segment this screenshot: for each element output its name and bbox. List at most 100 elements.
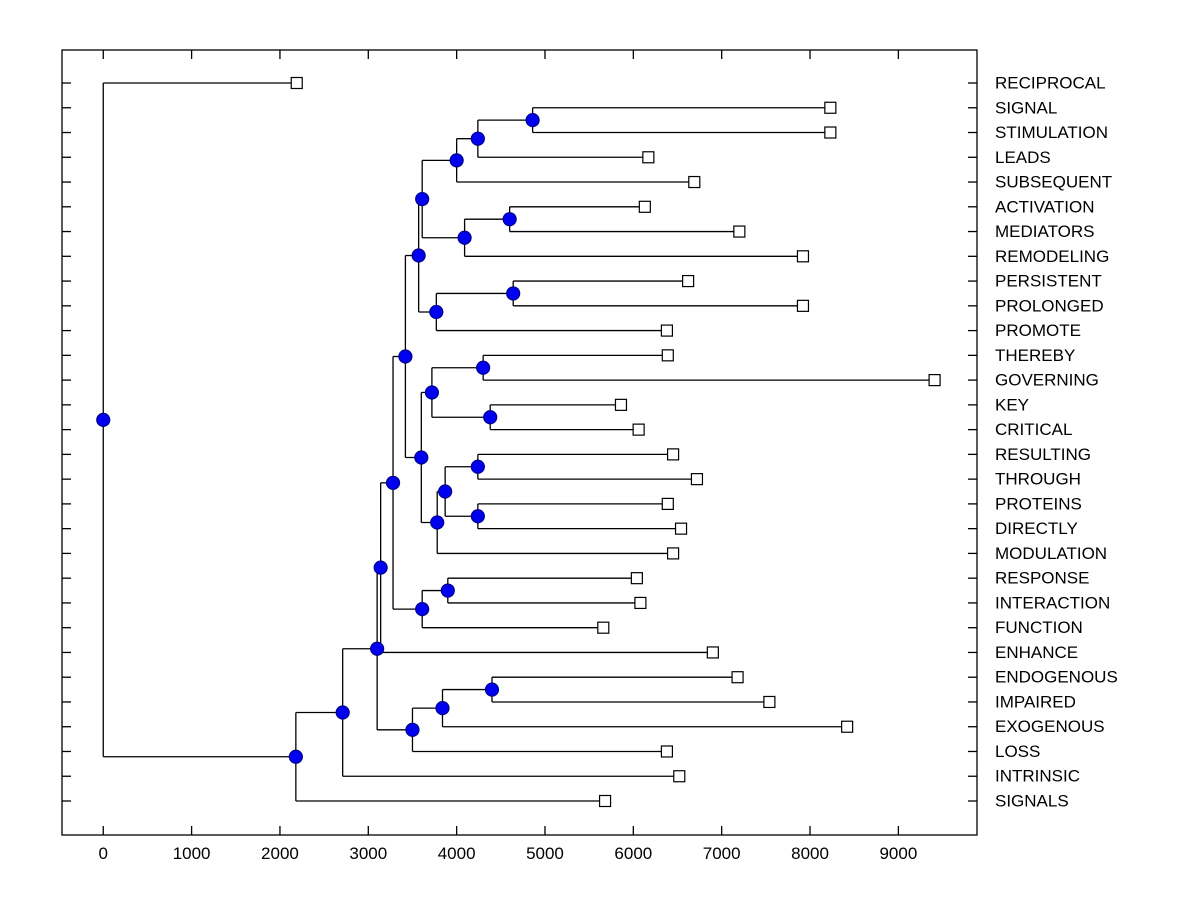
cluster-node-marker — [449, 153, 464, 168]
leaf-label: STIMULATION — [995, 123, 1108, 142]
leaf-label: DIRECTLY — [995, 519, 1078, 538]
leaf-square-marker — [614, 398, 628, 411]
cluster-node-marker — [438, 484, 453, 499]
cluster-node-marker — [414, 450, 429, 465]
leaf-label: LOSS — [995, 742, 1040, 761]
cluster-node-marker — [476, 360, 491, 375]
leaf-label: RESPONSE — [995, 569, 1089, 588]
leaf-square-marker — [660, 745, 674, 758]
x-axis-tick-label: 2000 — [261, 844, 299, 863]
leaf-square-marker — [634, 596, 647, 610]
cluster-node-marker — [502, 212, 517, 227]
leaf-label: PERSISTENT — [995, 272, 1102, 291]
x-axis-tick-label: 5000 — [526, 844, 564, 863]
cluster-node-marker — [457, 230, 472, 245]
cluster-node-marker — [373, 560, 388, 575]
leaf-square-marker — [841, 720, 854, 733]
cluster-node-marker — [470, 131, 485, 146]
leaf-square-marker — [682, 274, 695, 288]
leaf-label: GOVERNING — [995, 371, 1099, 390]
x-axis-tick-label: 3000 — [349, 844, 387, 863]
leaf-label: LEADS — [995, 148, 1051, 167]
leaf-label: PROTEINS — [995, 494, 1082, 513]
leaf-square-marker — [688, 175, 701, 189]
cluster-node-marker — [470, 509, 485, 524]
cluster-node-marker — [424, 385, 440, 400]
x-axis-tick-label: 6000 — [614, 844, 652, 863]
leaf-label: RECIPROCAL — [995, 74, 1106, 93]
cluster-node-marker — [483, 410, 498, 425]
cluster-node-marker — [525, 113, 540, 128]
leaf-square-marker — [796, 299, 810, 312]
leaf-label: EXOGENOUS — [995, 717, 1105, 736]
x-axis-tick-label: 7000 — [703, 844, 741, 863]
leaf-label: SIGNALS — [995, 792, 1069, 811]
cluster-node-marker — [430, 515, 445, 530]
leaf-square-marker — [638, 200, 651, 213]
cluster-node-marker — [415, 191, 430, 207]
leaf-label: THEREBY — [995, 346, 1075, 365]
leaf-square-marker — [666, 448, 680, 461]
cluster-node-marker — [288, 749, 303, 764]
x-axis-tick-label: 9000 — [879, 844, 917, 863]
x-axis-tick-label: 0 — [99, 844, 108, 863]
leaf-square-marker — [673, 770, 686, 783]
leaf-label: SUBSEQUENT — [995, 173, 1112, 192]
cluster-node-marker — [96, 412, 111, 427]
cluster-node-marker — [440, 583, 455, 598]
leaf-label: PROLONGED — [995, 296, 1104, 315]
leaf-square-marker — [824, 126, 837, 139]
leaf-square-marker — [598, 794, 612, 808]
leaf-square-marker — [666, 547, 680, 560]
leaf-label: MODULATION — [995, 544, 1107, 563]
leaf-square-marker — [660, 324, 674, 337]
leaf-square-marker — [824, 101, 837, 114]
leaf-label: MEDIATORS — [995, 222, 1095, 241]
cluster-node-marker — [405, 722, 420, 737]
leaf-label: CRITICAL — [995, 420, 1072, 439]
x-axis-tick-label: 4000 — [438, 844, 476, 863]
leaf-label: SIGNAL — [995, 98, 1057, 117]
leaf-label: INTERACTION — [995, 593, 1110, 612]
leaf-label: THROUGH — [995, 470, 1081, 489]
leaf-square-marker — [796, 250, 810, 263]
leaf-square-marker — [763, 695, 776, 709]
leaf-square-marker — [733, 225, 746, 238]
leaf-label: RESULTING — [995, 445, 1091, 464]
leaf-label: KEY — [995, 395, 1029, 414]
leaf-square-marker — [597, 621, 610, 634]
leaf-square-marker — [632, 423, 645, 436]
leaf-square-marker — [674, 522, 688, 535]
leaf-label: ENHANCE — [995, 643, 1078, 662]
cluster-node-marker — [335, 705, 350, 720]
leaf-label: REMODELING — [995, 247, 1109, 266]
x-axis-tick-label: 1000 — [173, 844, 211, 863]
leaf-square-marker — [290, 76, 303, 90]
leaf-square-marker — [630, 572, 643, 585]
leaf-label: INTRINSIC — [995, 767, 1080, 786]
leaf-label: ACTIVATION — [995, 197, 1095, 216]
leaf-square-marker — [661, 497, 674, 510]
leaf-square-marker — [706, 646, 719, 659]
cluster-node-marker — [484, 682, 500, 697]
cluster-node-marker — [435, 701, 450, 716]
cluster-node-marker — [398, 349, 413, 364]
x-axis-tick-label: 8000 — [791, 844, 829, 863]
cluster-node-marker — [370, 641, 385, 656]
leaf-square-marker — [690, 473, 704, 486]
leaf-square-marker — [928, 374, 941, 387]
leaf-label: ENDOGENOUS — [995, 668, 1118, 687]
leaf-square-marker — [642, 151, 655, 164]
leaf-square-marker — [661, 349, 674, 362]
cluster-node-marker — [415, 602, 430, 617]
leaf-square-marker — [731, 671, 744, 684]
leaf-label: IMPAIRED — [995, 692, 1076, 711]
cluster-node-marker — [470, 459, 485, 474]
cluster-node-marker — [506, 286, 521, 301]
leaf-label: FUNCTION — [995, 618, 1083, 637]
leaf-label: PROMOTE — [995, 321, 1081, 340]
cluster-node-marker — [385, 475, 401, 490]
cluster-node-marker — [429, 304, 444, 320]
